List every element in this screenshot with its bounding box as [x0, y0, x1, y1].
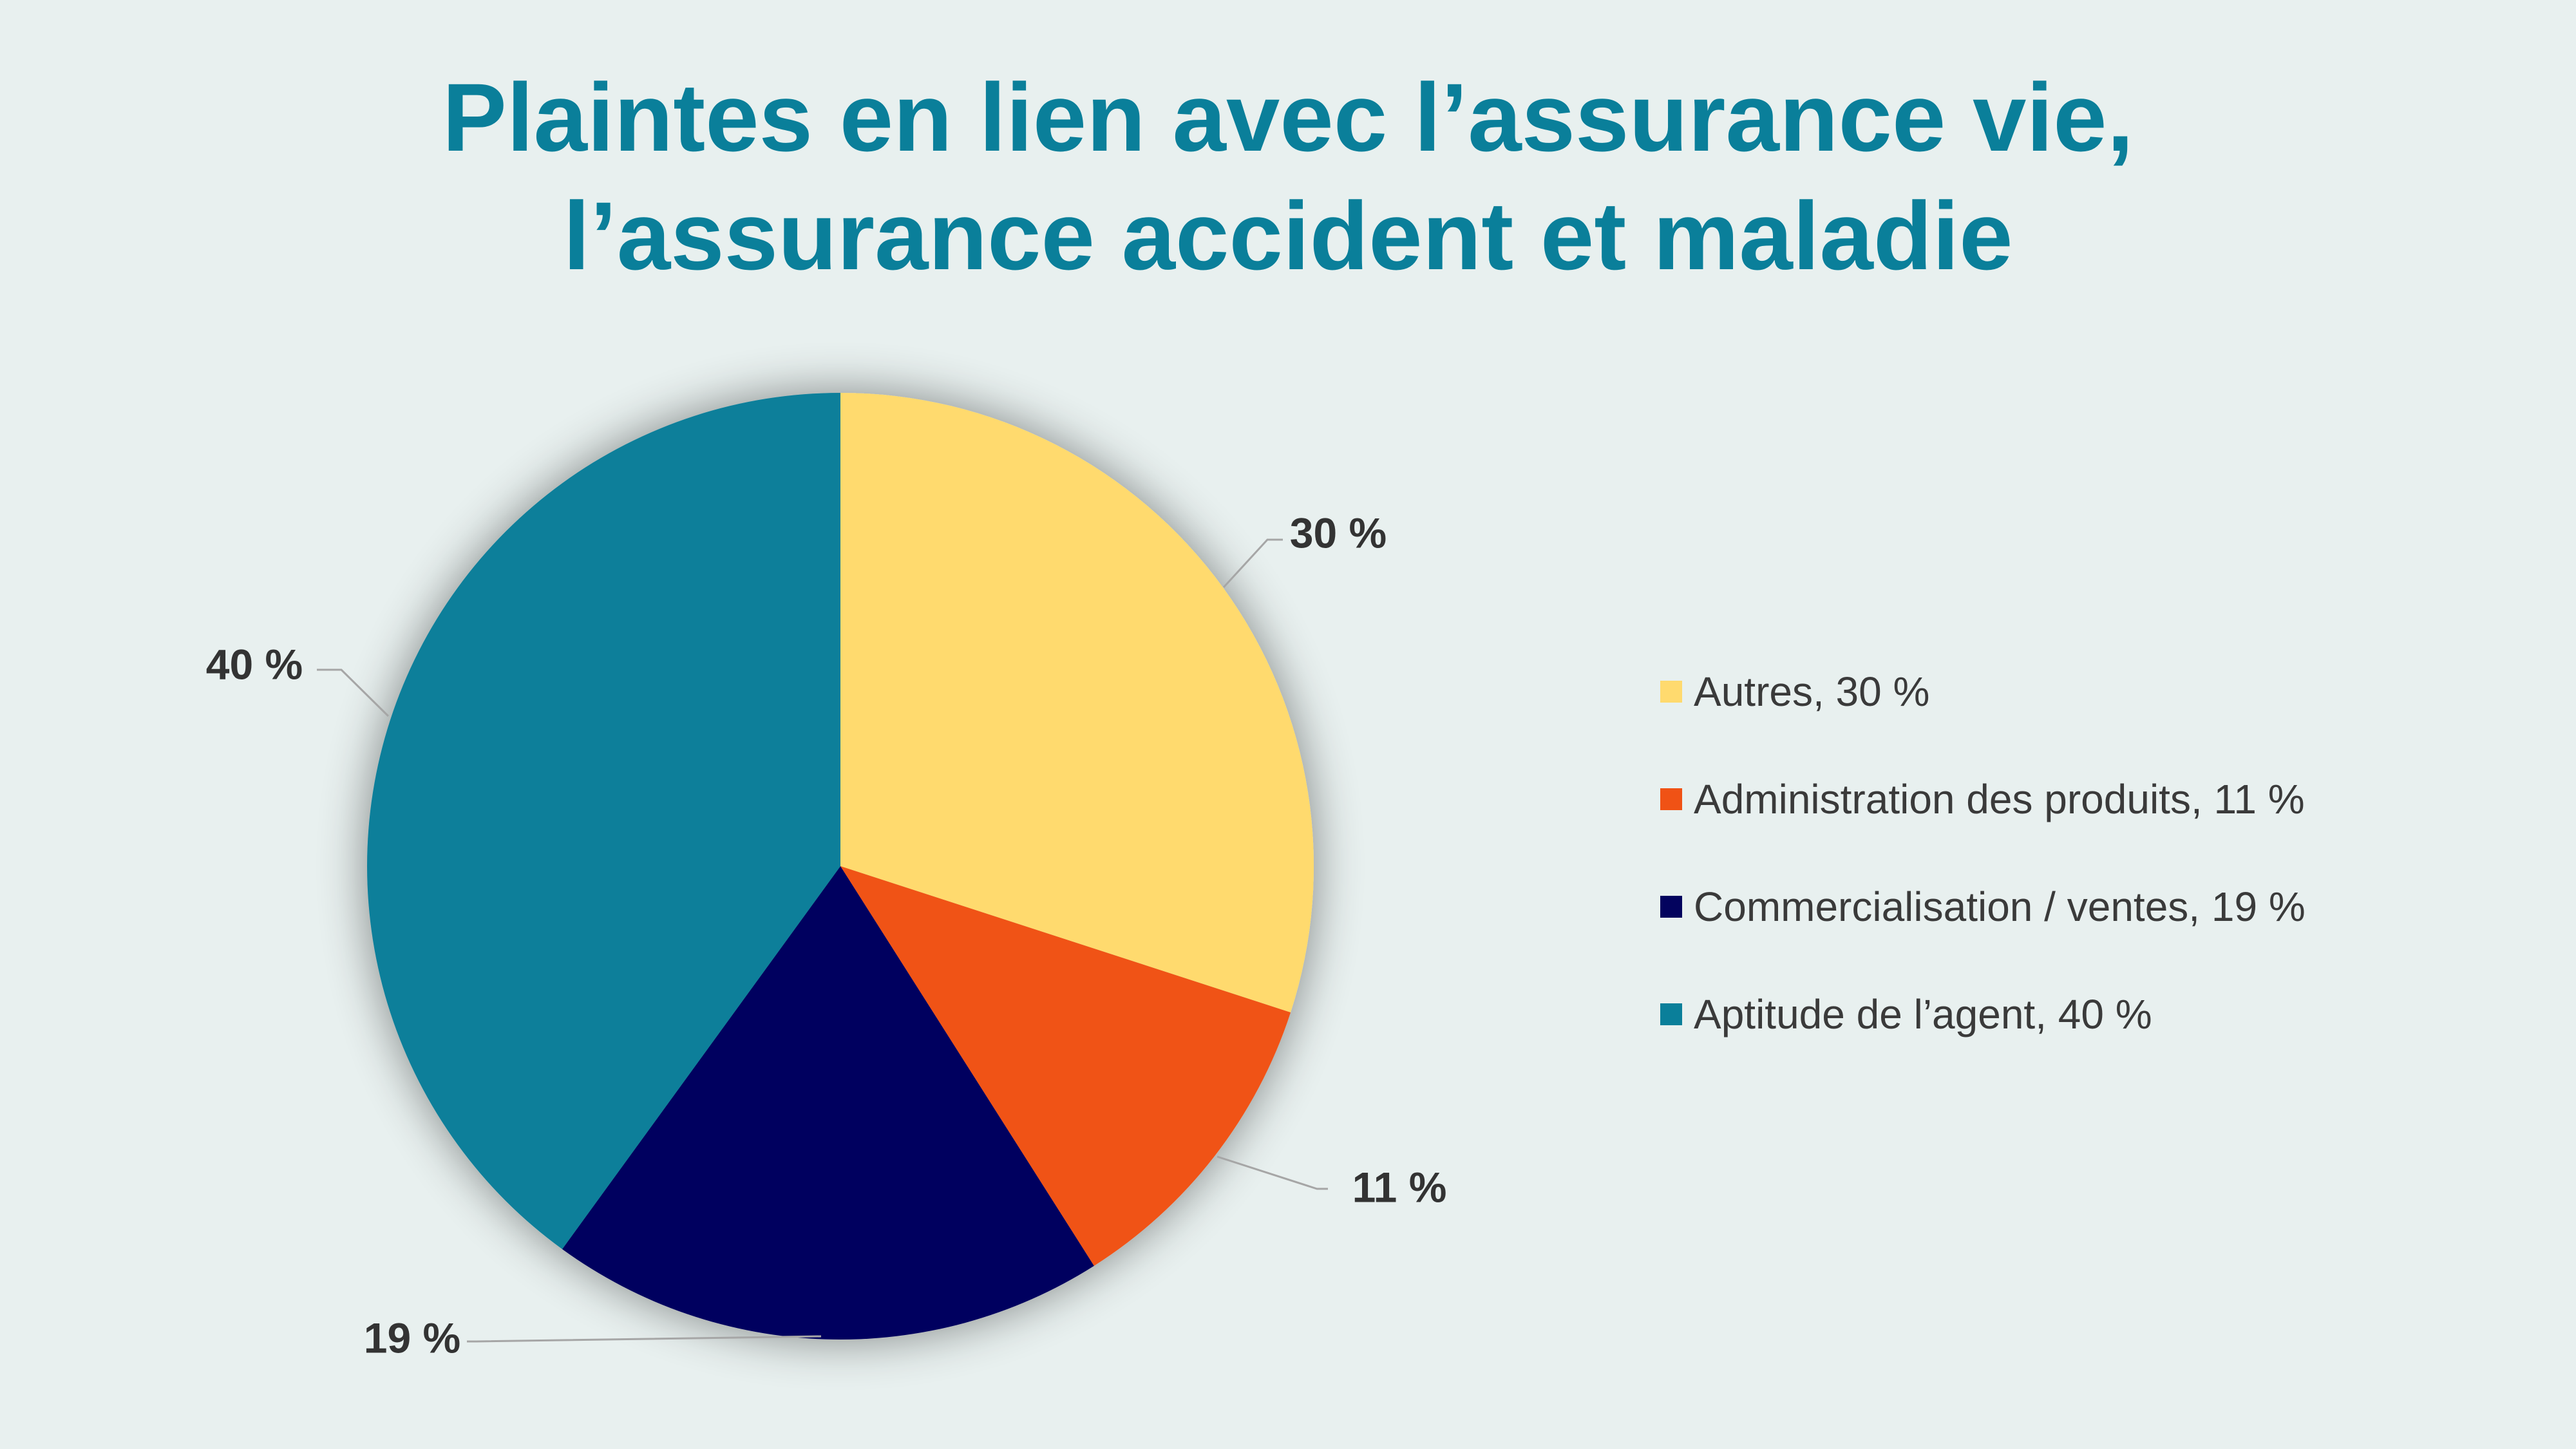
data-label-administration-des-produits: 11 % — [1352, 1163, 1447, 1211]
leader-line-commercialisation-ventes — [467, 1335, 822, 1343]
leader-line-administration-des-produits — [1217, 1155, 1328, 1190]
pie-slice-autres — [840, 393, 1314, 1013]
pie-slice-aptitude-de-l-agent — [367, 393, 840, 1249]
pie-slice-administration-des-produits — [840, 866, 1291, 1266]
legend-item-autres: Autres, 30 % — [1660, 638, 2306, 745]
data-labels: 30 % 11 % 19 % 40 % — [206, 509, 1447, 1361]
legend-swatch — [1660, 680, 1682, 703]
legend-item-commercialisation-ventes: Commercialisation / ventes, 19 % — [1660, 853, 2306, 960]
data-label-commercialisation-ventes: 19 % — [364, 1314, 460, 1361]
legend-item-administration-des-produits: Administration des produits, 11 % — [1660, 745, 2306, 853]
legend-swatch — [1660, 788, 1682, 810]
legend-label: Aptitude de l’agent, 40 % — [1694, 990, 2152, 1037]
leader-lines — [317, 538, 1328, 1343]
chart-title-line-2: l’assurance accident et maladie — [563, 182, 2013, 290]
legend-swatch — [1660, 895, 1682, 918]
legend: Autres, 30 % Administration des produits,… — [1660, 638, 2306, 1068]
data-label-aptitude-de-l-agent: 40 % — [206, 640, 303, 688]
legend-label: Administration des produits, 11 % — [1694, 775, 2305, 822]
pie-slice-commercialisation-ventes — [562, 866, 1094, 1340]
data-label-autres: 30 % — [1290, 509, 1387, 556]
chart-title-line-1: Plaintes en lien avec l’assurance vie, — [442, 63, 2134, 171]
legend-swatch — [1660, 1003, 1682, 1025]
legend-label: Autres, 30 % — [1694, 668, 1930, 715]
chart-title: Plaintes en lien avec l’assurance vie, l… — [0, 58, 2576, 295]
legend-label: Commercialisation / ventes, 19 % — [1694, 883, 2306, 930]
leader-line-aptitude-de-l-agent — [317, 668, 390, 717]
leader-line-autres — [1222, 538, 1283, 589]
legend-item-aptitude-de-l-agent: Aptitude de l’agent, 40 % — [1660, 960, 2306, 1068]
pie-slices — [367, 393, 1314, 1340]
